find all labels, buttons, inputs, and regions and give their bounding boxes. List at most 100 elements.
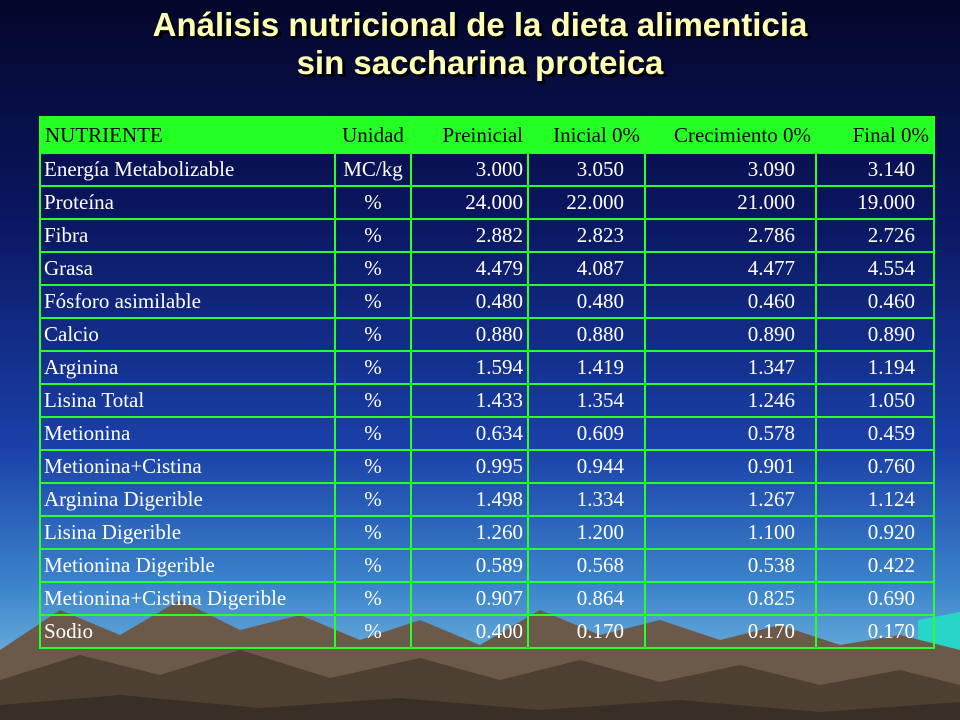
header-final: Final 0% [815, 116, 935, 154]
final-value-cell: 1.124 [815, 482, 935, 517]
crecimiento-value-cell: 2.786 [644, 218, 817, 253]
unit-cell: % [334, 383, 412, 418]
inicial-value-cell: 3.050 [527, 152, 646, 187]
unit-cell: % [334, 581, 412, 616]
unit-cell: MC/kg [334, 152, 412, 187]
crecimiento-value-cell: 0.901 [644, 449, 817, 484]
nutrient-name-cell: Arginina [39, 350, 336, 385]
unit-cell: % [334, 449, 412, 484]
table-row: Fibra% 2.882 2.823 2.786 2.726 [39, 218, 935, 253]
nutrient-name-cell: Lisina Digerible [39, 515, 336, 550]
final-value-cell: 4.554 [815, 251, 935, 286]
preinicial-value-cell: 0.480 [410, 284, 529, 319]
crecimiento-value-cell: 1.267 [644, 482, 817, 517]
table-row: Grasa% 4.479 4.087 4.477 4.554 [39, 251, 935, 286]
final-value-cell: 0.459 [815, 416, 935, 451]
final-value-cell: 0.170 [815, 614, 935, 649]
unit-cell: % [334, 515, 412, 550]
nutrient-name-cell: Arginina Digerible [39, 482, 336, 517]
inicial-value-cell: 1.419 [527, 350, 646, 385]
preinicial-value-cell: 24.000 [410, 185, 529, 220]
table-body: Energía Metabolizable MC/kg 3.000 3.050 3.09… [39, 152, 935, 649]
unit-cell: % [334, 614, 412, 649]
crecimiento-value-cell: 0.170 [644, 614, 817, 649]
table-row: Metionina% 0.634 0.609 0.578 0.459 [39, 416, 935, 451]
preinicial-value-cell: 0.880 [410, 317, 529, 352]
inicial-value-cell: 0.864 [527, 581, 646, 616]
table-row: Metionina+Cistina Digerible% 0.907 0.864 0.… [39, 581, 935, 616]
preinicial-value-cell: 0.907 [410, 581, 529, 616]
nutrient-name-cell: Fósforo asimilable [39, 284, 336, 319]
crecimiento-value-cell: 0.460 [644, 284, 817, 319]
crecimiento-value-cell: 1.246 [644, 383, 817, 418]
inicial-value-cell: 0.170 [527, 614, 646, 649]
preinicial-value-cell: 3.000 [410, 152, 529, 187]
final-value-cell: 0.920 [815, 515, 935, 550]
final-value-cell: 1.050 [815, 383, 935, 418]
inicial-value-cell: 2.823 [527, 218, 646, 253]
header-preinicial: Preinicial [410, 116, 529, 154]
crecimiento-value-cell: 0.825 [644, 581, 817, 616]
nutrient-name-cell: Metionina+Cistina Digerible [39, 581, 336, 616]
crecimiento-value-cell: 1.100 [644, 515, 817, 550]
table-row: Energía Metabolizable MC/kg 3.000 3.050 3.09… [39, 152, 935, 187]
unit-cell: % [334, 251, 412, 286]
final-value-cell: 0.690 [815, 581, 935, 616]
slide-title-line-2: sin saccharina proteica [296, 44, 664, 81]
nutrient-table: NUTRIENTE Unidad Preinicial Inicial 0% C… [39, 116, 935, 649]
inicial-value-cell: 0.609 [527, 416, 646, 451]
nutrient-name-cell: Metionina [39, 416, 336, 451]
preinicial-value-cell: 1.433 [410, 383, 529, 418]
final-value-cell: 1.194 [815, 350, 935, 385]
preinicial-value-cell: 0.634 [410, 416, 529, 451]
nutrient-name-cell: Grasa [39, 251, 336, 286]
inicial-value-cell: 4.087 [527, 251, 646, 286]
final-value-cell: 3.140 [815, 152, 935, 187]
preinicial-value-cell: 1.498 [410, 482, 529, 517]
header-nutriente: NUTRIENTE [39, 116, 336, 154]
unit-cell: % [334, 350, 412, 385]
nutrient-name-cell: Lisina Total [39, 383, 336, 418]
crecimiento-value-cell: 1.347 [644, 350, 817, 385]
unit-cell: % [334, 416, 412, 451]
preinicial-value-cell: 0.400 [410, 614, 529, 649]
preinicial-value-cell: 0.995 [410, 449, 529, 484]
inicial-value-cell: 0.480 [527, 284, 646, 319]
table-row: Fósforo asimilable% 0.480 0.480 0.460 0.460 [39, 284, 935, 319]
inicial-value-cell: 1.200 [527, 515, 646, 550]
nutrient-name-cell: Sodio [39, 614, 336, 649]
inicial-value-cell: 1.334 [527, 482, 646, 517]
inicial-value-cell: 0.944 [527, 449, 646, 484]
final-value-cell: 0.422 [815, 548, 935, 583]
nutrient-name-cell: Calcio [39, 317, 336, 352]
inicial-value-cell: 22.000 [527, 185, 646, 220]
table-row: Calcio% 0.880 0.880 0.890 0.890 [39, 317, 935, 352]
crecimiento-value-cell: 0.578 [644, 416, 817, 451]
crecimiento-value-cell: 21.000 [644, 185, 817, 220]
unit-cell: % [334, 548, 412, 583]
table-row: Arginina% 1.594 1.419 1.347 1.194 [39, 350, 935, 385]
final-value-cell: 2.726 [815, 218, 935, 253]
unit-cell: % [334, 284, 412, 319]
table-row: Arginina Digerible% 1.498 1.334 1.267 1.124 [39, 482, 935, 517]
nutrient-name-cell: Energía Metabolizable [39, 152, 336, 187]
slide-title: Análisis nutricional de la dieta aliment… [0, 6, 960, 82]
slide-title-line-1: Análisis nutricional de la dieta aliment… [152, 6, 808, 43]
preinicial-value-cell: 1.594 [410, 350, 529, 385]
crecimiento-value-cell: 0.890 [644, 317, 817, 352]
nutrient-name-cell: Proteína [39, 185, 336, 220]
inicial-value-cell: 0.568 [527, 548, 646, 583]
preinicial-value-cell: 2.882 [410, 218, 529, 253]
inicial-value-cell: 1.354 [527, 383, 646, 418]
table-row: Sodio% 0.400 0.170 0.170 0.170 [39, 614, 935, 649]
preinicial-value-cell: 4.479 [410, 251, 529, 286]
nutrient-name-cell: Fibra [39, 218, 336, 253]
unit-cell: % [334, 218, 412, 253]
preinicial-value-cell: 0.589 [410, 548, 529, 583]
crecimiento-value-cell: 3.090 [644, 152, 817, 187]
final-value-cell: 19.000 [815, 185, 935, 220]
preinicial-value-cell: 1.260 [410, 515, 529, 550]
header-crecimiento: Crecimiento 0% [644, 116, 817, 154]
unit-cell: % [334, 482, 412, 517]
header-unidad: Unidad [334, 116, 412, 154]
